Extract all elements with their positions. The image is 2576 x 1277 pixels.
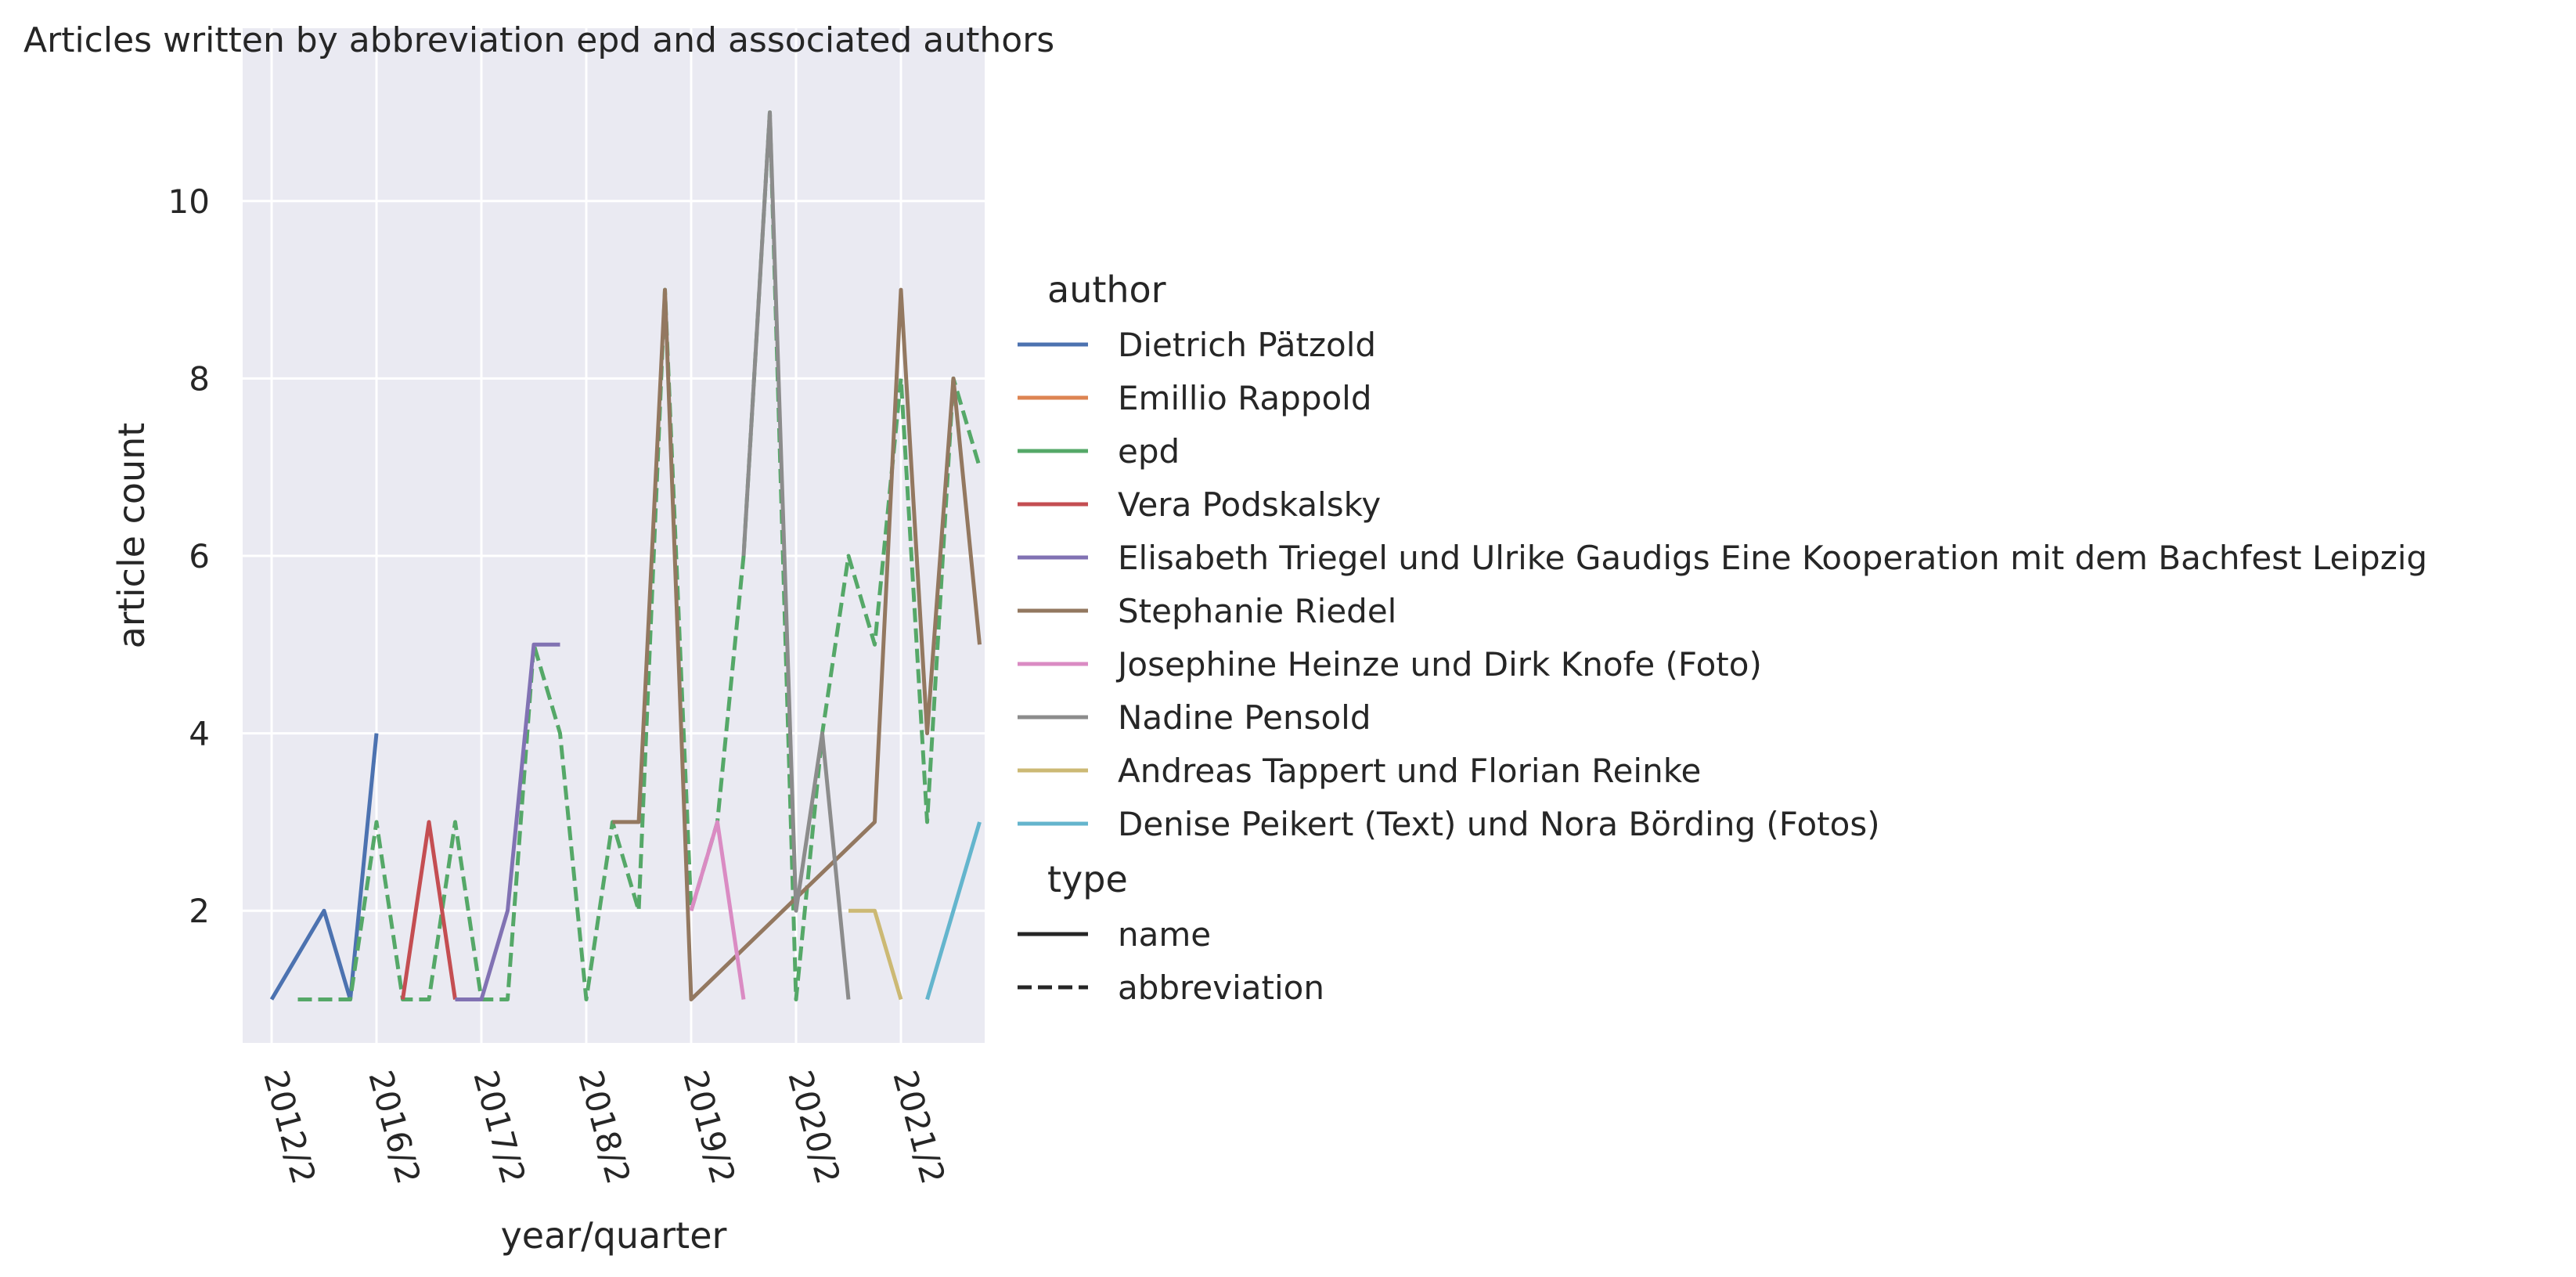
legend: author Dietrich Pätzold Emillio Rappold ep… [1018, 269, 2427, 1007]
y-tick-label-2: 6 [189, 537, 210, 575]
legend-label-3: Vera Podskalsky [1118, 485, 1381, 524]
y-axis-label: article count [110, 423, 153, 649]
legend-label-5: Stephanie Riedel [1118, 592, 1396, 630]
x-tick-label-1: 2016/2 [361, 1066, 428, 1188]
chart-title: Articles written by abbreviation epd and… [23, 20, 1054, 60]
y-tick-label-1: 4 [189, 715, 210, 753]
y-tick-label-3: 8 [189, 359, 210, 398]
x-tick-label-2: 2017/2 [466, 1066, 533, 1188]
y-tick-labels: 2 4 6 8 10 [168, 182, 210, 930]
x-tick-label-5: 2020/2 [780, 1066, 848, 1188]
legend-label-4: Elisabeth Triegel und Ulrike Gaudigs Ein… [1118, 539, 2427, 577]
legend-label-7: Nadine Pensold [1118, 698, 1371, 737]
legend-label-2: epd [1118, 432, 1180, 471]
x-axis-label: year/quarter [501, 1214, 727, 1257]
series-lines [269, 110, 982, 1001]
legend-type-label-1: abbreviation [1118, 969, 1324, 1007]
x-tick-label-0: 2012/2 [256, 1066, 323, 1188]
legend-title-type: type [1047, 858, 1128, 900]
legend-type-label-0: name [1118, 915, 1211, 954]
y-tick-label-4: 10 [168, 182, 210, 221]
legend-label-8: Andreas Tappert und Florian Reinke [1118, 752, 1701, 790]
legend-label-6: Josephine Heinze und Dirk Knofe (Foto) [1115, 645, 1762, 684]
plot-area [243, 28, 985, 1043]
x-tick-label-3: 2018/2 [571, 1066, 638, 1188]
series-line-0 [269, 733, 379, 1001]
legend-author-entries: Dietrich Pätzold Emillio Rappold epd Vera P… [1018, 326, 2427, 843]
x-tick-labels: 2012/2 2016/2 2017/2 2018/2 2019/2 2020/2 2021… [256, 1066, 953, 1188]
legend-label-1: Emillio Rappold [1118, 379, 1372, 417]
series-line-6 [689, 820, 746, 1000]
series-line-3 [401, 820, 457, 1000]
x-tick-label-6: 2021/2 [885, 1066, 953, 1188]
series-line-9 [925, 821, 982, 1001]
legend-label-0: Dietrich Pätzold [1118, 326, 1376, 364]
series-line-4 [455, 642, 560, 1001]
y-tick-label-0: 2 [189, 892, 210, 930]
legend-title-author: author [1047, 269, 1166, 311]
x-tick-label-4: 2019/2 [676, 1066, 743, 1188]
legend-label-9: Denise Peikert (Text) und Nora Börding (… [1118, 805, 1880, 843]
series-line-5 [612, 287, 982, 1001]
series-line-7 [741, 110, 851, 1000]
series-line-2 [297, 110, 982, 1001]
series-line-8 [848, 908, 903, 1001]
legend-type-entries: name abbreviation [1018, 915, 1324, 1007]
